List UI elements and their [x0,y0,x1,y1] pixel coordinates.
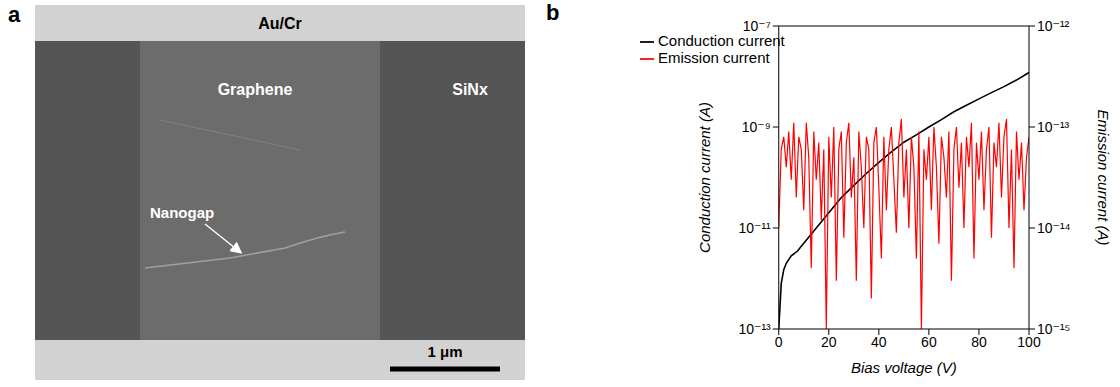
svg-text:80: 80 [971,334,987,350]
svg-text:10⁻¹¹: 10⁻¹¹ [738,220,771,236]
svg-text:a: a [8,2,21,27]
svg-text:Nanogap: Nanogap [150,204,214,221]
svg-text:Conduction current (A): Conduction current (A) [696,102,713,253]
svg-text:Graphene: Graphene [218,81,293,98]
html-text:b: b [546,0,560,25]
svg-text:1 μm: 1 μm [427,343,462,360]
svg-text:10⁻⁹: 10⁻⁹ [742,119,771,135]
svg-text:10⁻⁷: 10⁻⁷ [743,18,771,34]
svg-text:10⁻¹²: 10⁻¹² [1037,18,1070,34]
svg-text:40: 40 [871,334,887,350]
svg-text:10⁻¹⁴: 10⁻¹⁴ [1037,220,1071,236]
html-text:Emission current: Emission current [658,49,770,66]
svg-text:0: 0 [775,334,783,350]
svg-text:Bias voltage (V): Bias voltage (V) [851,359,957,376]
html-text:Conduction current: Conduction current [658,32,785,49]
svg-text:60: 60 [921,334,937,350]
svg-text:100: 100 [1017,333,1041,350]
svg-text:SiNx: SiNx [452,81,488,98]
svg-text:10⁻¹³: 10⁻¹³ [738,321,771,337]
svg-text:20: 20 [821,334,837,350]
svg-text:10⁻¹³: 10⁻¹³ [1037,119,1070,135]
svg-text:10⁻¹⁵: 10⁻¹⁵ [1037,321,1070,337]
svg-text:Au/Cr: Au/Cr [258,15,302,32]
svg-text:Emission current (A): Emission current (A) [1095,110,1112,246]
